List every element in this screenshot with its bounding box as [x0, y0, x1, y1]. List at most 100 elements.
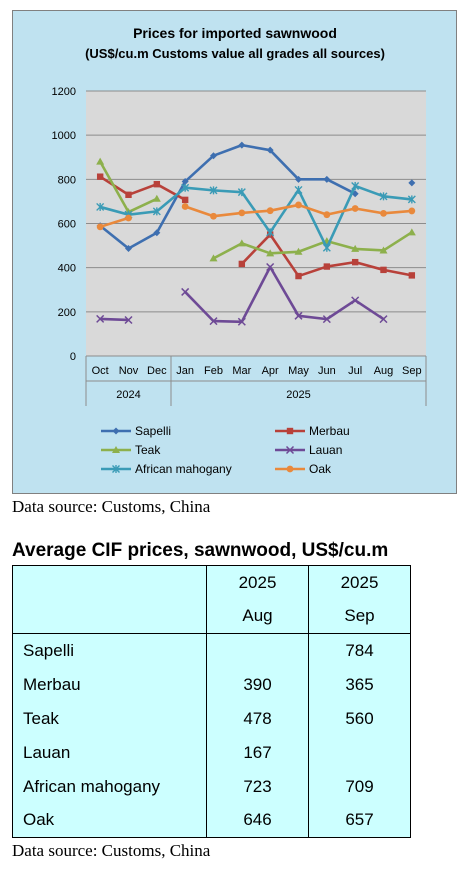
- data-point-teak: [152, 194, 161, 202]
- data-point-merbau: [181, 196, 189, 204]
- cif-price-table: 2025 2025 Aug Sep Sapelli 784 Merbau 390…: [12, 565, 411, 838]
- legend-marker: [286, 465, 294, 473]
- y-tick-label: 1000: [52, 130, 76, 142]
- data-point-sapelli: [181, 178, 189, 186]
- data-point-african-mahogany: [181, 183, 190, 192]
- legend-label: African mahogany: [135, 462, 232, 476]
- table-row: Sapelli 784: [12, 633, 411, 668]
- data-point-sapelli: [210, 152, 217, 160]
- data-point-oak: [351, 205, 359, 212]
- row-aug-value: 167: [206, 735, 309, 770]
- table-row: Teak 478 560: [12, 701, 411, 736]
- year-label: 2024: [116, 389, 140, 401]
- data-point-merbau: [408, 272, 416, 279]
- legend-item-oak: Oak: [275, 462, 332, 476]
- data-point-african-mahogany: [351, 181, 360, 190]
- x-tick-label: Jan: [176, 365, 194, 377]
- chart-subtitle: (US$/cu.m Customs value all grades all s…: [85, 46, 385, 61]
- data-point-lauan: [96, 314, 105, 323]
- data-point-lauan: [294, 311, 303, 320]
- data-point-lauan: [209, 317, 218, 326]
- series-line-sapelli: [99, 143, 356, 250]
- chart-panel: Prices for imported sawnwood (US$/cu.m C…: [12, 10, 457, 494]
- table-row: Lauan 167: [12, 735, 411, 770]
- legend-label: Lauan: [309, 443, 342, 457]
- data-point-oak: [266, 207, 274, 215]
- data-point-teak: [209, 254, 218, 262]
- row-name: Sapelli: [12, 633, 207, 668]
- row-aug-value: 723: [206, 769, 309, 804]
- legend-item-lauan: Lauan: [275, 443, 342, 457]
- table-row: Oak 646 657: [12, 803, 411, 838]
- legend-marker: [112, 465, 120, 473]
- data-point-african-mahogany: [322, 243, 331, 252]
- data-point-african-mahogany: [152, 207, 161, 216]
- table-title: Average CIF prices, sawnwood, US$/cu.m: [12, 540, 389, 561]
- data-point-oak: [323, 211, 331, 219]
- data-point-teak: [237, 239, 246, 247]
- x-tick-label: Aug: [374, 365, 394, 377]
- table-header-row: 2025 2025: [12, 565, 411, 600]
- data-point-oak: [380, 209, 387, 217]
- row-name: Oak: [12, 803, 207, 838]
- legend-marker: [112, 427, 120, 435]
- legend-marker: [285, 445, 295, 455]
- data-point-oak: [408, 207, 416, 215]
- y-tick-label: 400: [58, 263, 76, 275]
- data-point-merbau: [351, 258, 359, 266]
- data-point-sapelli: [266, 146, 274, 154]
- data-point-lauan: [124, 315, 133, 325]
- x-tick-label: Apr: [262, 365, 279, 377]
- row-aug-value: 390: [206, 667, 309, 702]
- data-point-teak: [96, 157, 105, 165]
- data-point-sapelli: [125, 244, 132, 252]
- data-point-merbau: [380, 266, 387, 274]
- y-tick-label: 600: [58, 219, 76, 231]
- x-tick-label: Jul: [348, 365, 362, 377]
- row-aug-value: [206, 633, 309, 668]
- row-sep-value: 365: [308, 667, 411, 702]
- x-tick-label: Jun: [318, 365, 336, 377]
- legend-label: Teak: [135, 443, 161, 457]
- data-point-african-mahogany: [379, 192, 388, 201]
- data-point-sapelli: [323, 175, 331, 183]
- x-tick-label: Nov: [119, 365, 139, 377]
- y-tick-label: 1200: [52, 86, 76, 98]
- table-row: Merbau 390 365: [12, 667, 411, 702]
- series-line-teak: [212, 231, 413, 260]
- line-chart: Prices for imported sawnwood (US$/cu.m C…: [52, 25, 427, 476]
- x-tick-label: Sep: [402, 365, 422, 377]
- table-header-blank: [12, 565, 207, 600]
- y-tick-label: 800: [58, 174, 76, 186]
- data-point-sapelli: [153, 229, 161, 237]
- data-source-note: Data source: Customs, China: [12, 497, 211, 516]
- table-row: African mahogany 723 709: [12, 769, 411, 804]
- data-point-lauan: [351, 296, 360, 305]
- data-point-sapelli: [238, 141, 246, 149]
- data-point-teak: [294, 247, 303, 255]
- data-point-lauan: [181, 287, 190, 296]
- x-tick-label: Feb: [204, 365, 223, 377]
- data-point-sapelli: [295, 175, 302, 183]
- data-point-merbau: [153, 180, 161, 188]
- table-header-row: Aug Sep: [12, 599, 411, 634]
- legend-marker: [112, 446, 120, 453]
- data-point-oak: [125, 214, 132, 222]
- data-point-oak: [181, 203, 189, 210]
- data-point-oak: [210, 212, 217, 220]
- data-point-african-mahogany: [209, 186, 218, 195]
- legend-item-sapelli: Sapelli: [101, 424, 171, 438]
- data-point-merbau: [238, 260, 246, 268]
- x-tick-label: May: [288, 365, 309, 377]
- series-line-lauan: [184, 265, 385, 324]
- row-name: Merbau: [12, 667, 207, 702]
- data-point-lauan: [237, 317, 246, 326]
- header-year-aug: 2025: [206, 565, 309, 600]
- legend-item-african-mahogany: African mahogany: [101, 462, 232, 476]
- legend-item-teak: Teak: [101, 443, 161, 457]
- data-point-oak: [238, 209, 246, 217]
- x-tick-label: Dec: [147, 365, 167, 377]
- data-point-lauan: [379, 315, 388, 324]
- x-tick-label: Oct: [92, 365, 109, 377]
- header-month-sep: Sep: [308, 599, 411, 634]
